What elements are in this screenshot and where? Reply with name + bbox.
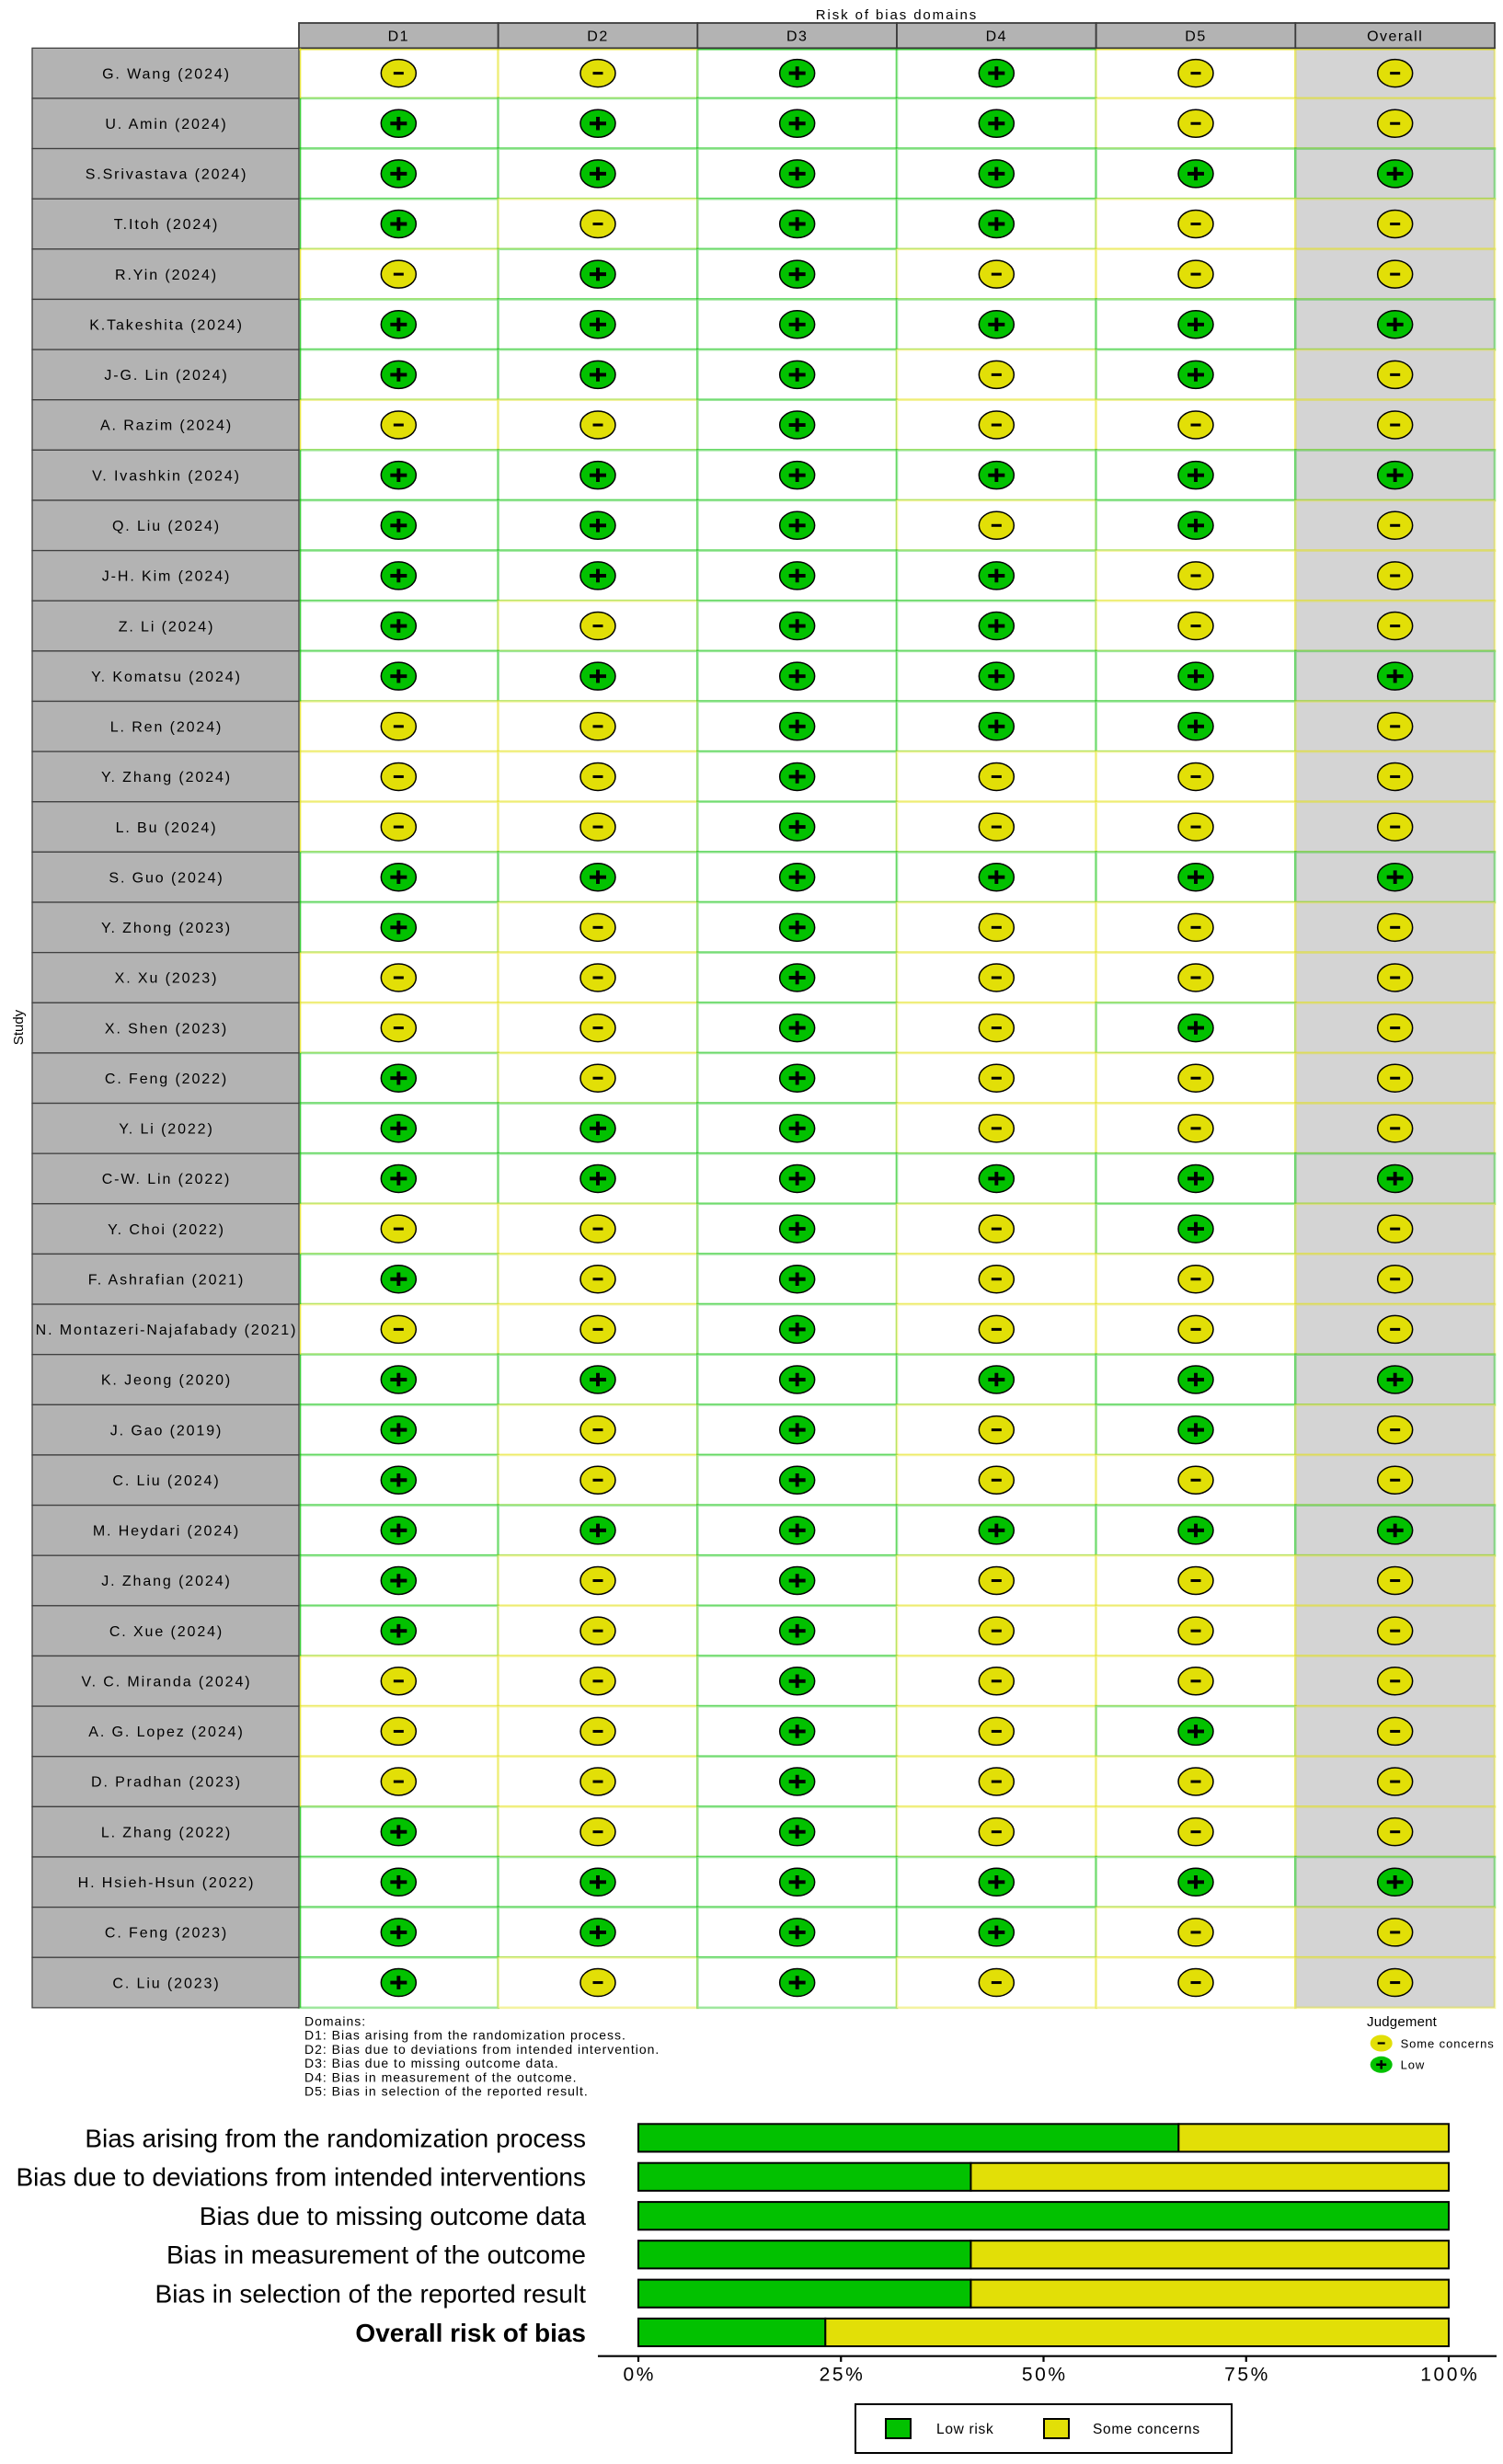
svg-text:J. Gao (2019): J. Gao (2019) bbox=[110, 1423, 224, 1438]
svg-text:Bias in selection of the repor: Bias in selection of the reported result bbox=[155, 2280, 587, 2309]
svg-text:J-G. Lin (2024): J-G. Lin (2024) bbox=[104, 368, 228, 384]
svg-text:K. Jeong (2020): K. Jeong (2020) bbox=[101, 1373, 232, 1389]
svg-text:100%: 100% bbox=[1420, 2364, 1479, 2385]
svg-text:A. Razim (2024): A. Razim (2024) bbox=[100, 418, 233, 434]
svg-text:Z. Li (2024): Z. Li (2024) bbox=[119, 619, 215, 635]
svg-text:C. Liu (2024): C. Liu (2024) bbox=[112, 1473, 220, 1489]
svg-text:X. Shen (2023): X. Shen (2023) bbox=[105, 1021, 228, 1037]
svg-text:C-W. Lin (2022): C-W. Lin (2022) bbox=[102, 1172, 232, 1187]
svg-text:K.Takeshita (2024): K.Takeshita (2024) bbox=[89, 317, 244, 333]
svg-text:Y. Zhang (2024): Y. Zhang (2024) bbox=[101, 770, 232, 785]
svg-text:U. Amin (2024): U. Amin (2024) bbox=[105, 117, 227, 132]
svg-text:0%: 0% bbox=[624, 2364, 657, 2385]
svg-text:A. G. Lopez (2024): A. G. Lopez (2024) bbox=[88, 1725, 244, 1740]
svg-text:Risk of bias domains: Risk of bias domains bbox=[816, 7, 978, 23]
svg-text:R.Yin (2024): R.Yin (2024) bbox=[115, 268, 218, 283]
svg-text:Overall: Overall bbox=[1367, 29, 1423, 44]
svg-text:Y. Li (2022): Y. Li (2022) bbox=[119, 1122, 213, 1138]
svg-text:D4: Bias in measurement of the: D4: Bias in measurement of the outcome. bbox=[304, 2069, 578, 2084]
svg-text:Bias in measurement of the out: Bias in measurement of the outcome bbox=[166, 2241, 586, 2269]
svg-text:L. Bu (2024): L. Bu (2024) bbox=[116, 820, 218, 836]
svg-text:G. Wang (2024): G. Wang (2024) bbox=[102, 66, 231, 82]
svg-text:S.Srivastava (2024): S.Srivastava (2024) bbox=[86, 167, 248, 183]
svg-text:Low: Low bbox=[1401, 2058, 1426, 2072]
svg-text:S. Guo (2024): S. Guo (2024) bbox=[109, 870, 224, 886]
svg-text:D. Pradhan (2023): D. Pradhan (2023) bbox=[91, 1775, 242, 1791]
svg-text:Low risk: Low risk bbox=[936, 2422, 993, 2437]
svg-text:D2: Bias due to deviations fro: D2: Bias due to deviations from intended… bbox=[304, 2042, 660, 2057]
svg-text:Overall risk of bias: Overall risk of bias bbox=[355, 2319, 586, 2347]
svg-text:X. Xu (2023): X. Xu (2023) bbox=[115, 971, 219, 987]
svg-text:Some concerns: Some concerns bbox=[1401, 2036, 1495, 2050]
svg-text:C. Xue (2024): C. Xue (2024) bbox=[109, 1624, 224, 1640]
svg-text:H. Hsieh-Hsun (2022): H. Hsieh-Hsun (2022) bbox=[78, 1875, 256, 1891]
svg-text:Domains:: Domains: bbox=[304, 2014, 366, 2029]
svg-text:F. Ashrafian (2021): F. Ashrafian (2021) bbox=[88, 1272, 245, 1288]
svg-text:V. C. Miranda (2024): V. C. Miranda (2024) bbox=[81, 1674, 251, 1690]
svg-text:D1: Bias arising from the rand: D1: Bias arising from the randomization … bbox=[304, 2028, 626, 2043]
svg-text:Bias due to deviations from in: Bias due to deviations from intended int… bbox=[17, 2163, 587, 2192]
svg-text:Bias arising from the randomiz: Bias arising from the randomization proc… bbox=[85, 2124, 586, 2152]
svg-text:C. Feng (2022): C. Feng (2022) bbox=[105, 1072, 228, 1087]
svg-text:C. Feng (2023): C. Feng (2023) bbox=[105, 1926, 228, 1942]
svg-text:N. Montazeri-Najafabady (2021): N. Montazeri-Najafabady (2021) bbox=[36, 1323, 298, 1338]
svg-text:25%: 25% bbox=[820, 2364, 866, 2385]
svg-text:D3: D3 bbox=[786, 29, 808, 44]
svg-text:D5: Bias in selection of the r: D5: Bias in selection of the reported re… bbox=[304, 2084, 589, 2099]
svg-text:Q. Liu (2024): Q. Liu (2024) bbox=[112, 519, 221, 534]
svg-text:Y. Choi (2022): Y. Choi (2022) bbox=[108, 1222, 225, 1238]
svg-text:L. Ren (2024): L. Ren (2024) bbox=[110, 720, 224, 736]
svg-text:J. Zhang (2024): J. Zhang (2024) bbox=[101, 1574, 231, 1589]
svg-text:Judgement: Judgement bbox=[1367, 2014, 1438, 2030]
svg-text:D3: Bias due to missing outcom: D3: Bias due to missing outcome data. bbox=[304, 2056, 559, 2070]
svg-text:D5: D5 bbox=[1185, 29, 1206, 44]
svg-text:Study: Study bbox=[11, 1009, 27, 1045]
svg-text:L. Zhang (2022): L. Zhang (2022) bbox=[101, 1825, 232, 1840]
svg-text:Some concerns: Some concerns bbox=[1093, 2422, 1200, 2437]
svg-text:J-H. Kim (2024): J-H. Kim (2024) bbox=[102, 569, 232, 585]
svg-text:D2: D2 bbox=[587, 29, 608, 44]
svg-text:V. Ivashkin (2024): V. Ivashkin (2024) bbox=[92, 468, 241, 484]
svg-text:T.Itoh (2024): T.Itoh (2024) bbox=[114, 217, 220, 233]
svg-text:M. Heydari (2024): M. Heydari (2024) bbox=[93, 1524, 240, 1540]
svg-text:Y. Zhong (2023): Y. Zhong (2023) bbox=[101, 921, 232, 936]
svg-text:Bias due to missing outcome da: Bias due to missing outcome data bbox=[200, 2202, 587, 2230]
svg-text:50%: 50% bbox=[1022, 2364, 1068, 2385]
svg-text:Y. Komatsu (2024): Y. Komatsu (2024) bbox=[91, 670, 242, 685]
svg-text:D1: D1 bbox=[388, 29, 409, 44]
svg-text:75%: 75% bbox=[1224, 2364, 1270, 2385]
svg-text:C. Liu (2023): C. Liu (2023) bbox=[112, 1976, 220, 1991]
svg-text:D4: D4 bbox=[986, 29, 1007, 44]
